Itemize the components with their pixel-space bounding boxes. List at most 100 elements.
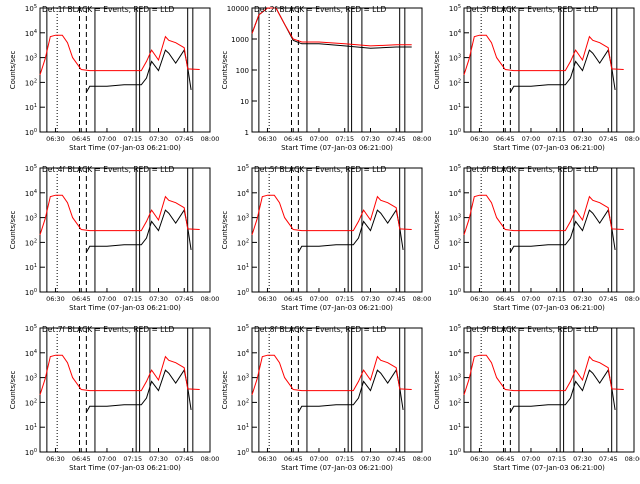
x-tick-label: 08:00 (201, 295, 220, 303)
y-tick-label: 105 (449, 164, 461, 173)
y-tick-label: 100 (25, 128, 37, 137)
y-tick-label: 104 (449, 29, 461, 38)
panel-det-2: 1 10 100 1000 10000 06:30 06:45 07:00 07:15 07:30… (221, 5, 431, 152)
x-tick-label: 06:45 (496, 455, 515, 463)
y-axis-label: Counts/sec (433, 371, 441, 410)
panel-title: Det 1f BLACK = Events, RED = LLD (42, 5, 175, 14)
series-line-events (85, 368, 192, 413)
y-tick-base: 10 (25, 165, 34, 173)
y-tick-exponent: 4 (34, 189, 37, 195)
plot-frame (251, 327, 423, 453)
y-tick-base: 10 (449, 424, 458, 432)
y-tick-exponent: 1 (34, 263, 37, 269)
y-tick-exponent: 2 (34, 238, 37, 244)
x-tick-label: 08:00 (625, 455, 640, 463)
y-tick-exponent: 4 (246, 349, 249, 355)
x-axis-label: Start Time (07-Jan-03 06:21:00) (69, 144, 181, 152)
y-tick-base: 10 (25, 264, 34, 272)
x-tick-label: 07:30 (361, 295, 380, 303)
x-tick-label: 07:45 (599, 135, 618, 143)
y-tick-label: 101 (449, 263, 461, 272)
y-tick-label: 103 (25, 54, 37, 63)
y-tick-label: 101 (449, 103, 461, 112)
series-line-events (509, 48, 616, 93)
y-axis-label: Counts/sec (221, 211, 229, 250)
y-tick-base: 10 (449, 289, 458, 297)
x-tick-label: 07:45 (175, 295, 194, 303)
y-tick-exponent: 5 (34, 4, 37, 10)
y-tick-exponent: 5 (246, 324, 249, 330)
y-tick-base: 10 (449, 55, 458, 63)
x-tick-label: 07:30 (149, 295, 168, 303)
y-tick-base: 10 (25, 5, 34, 13)
x-tick-label: 07:00 (310, 135, 329, 143)
x-tick-label: 07:30 (573, 295, 592, 303)
series-line-events (251, 7, 412, 49)
y-tick-base: 10 (237, 215, 246, 223)
y-tick-label: 105 (25, 4, 37, 13)
y-tick-label: 103 (449, 214, 461, 223)
y-tick-exponent: 2 (458, 238, 461, 244)
y-tick-exponent: 5 (246, 164, 249, 170)
y-tick-label: 102 (449, 238, 461, 247)
y-tick-base: 10 (237, 165, 246, 173)
x-tick-label: 08:00 (413, 135, 432, 143)
x-tick-label: 06:30 (258, 135, 277, 143)
x-tick-label: 06:45 (284, 455, 303, 463)
x-tick-label: 07:00 (522, 135, 541, 143)
y-tick-label: 105 (237, 164, 249, 173)
y-tick-label: 101 (25, 103, 37, 112)
x-tick-label: 07:30 (573, 135, 592, 143)
y-axis-label: Counts/sec (221, 371, 229, 410)
y-tick-exponent: 5 (458, 4, 461, 10)
x-tick-label: 08:00 (625, 295, 640, 303)
plot-frame (251, 167, 423, 293)
series-line-events (297, 368, 404, 413)
y-tick-base: 10 (25, 424, 34, 432)
y-tick-base: 10 (25, 104, 34, 112)
y-tick-base: 10 (449, 264, 458, 272)
x-tick-label: 07:15 (547, 135, 566, 143)
y-tick-exponent: 0 (458, 448, 461, 454)
y-tick-base: 10 (237, 399, 246, 407)
x-tick-label: 07:00 (98, 455, 117, 463)
y-tick-label: 103 (237, 374, 249, 383)
x-tick-label: 06:30 (258, 295, 277, 303)
y-axis-label: Counts/sec (221, 51, 229, 90)
series-line-lld (39, 194, 200, 236)
y-tick-exponent: 3 (34, 54, 37, 60)
x-axis-label: Start Time (07-Jan-03 06:21:00) (493, 144, 605, 152)
y-tick-label: 100 (25, 448, 37, 457)
x-tick-label: 07:15 (123, 295, 142, 303)
y-tick-base: 10 (237, 239, 246, 247)
x-tick-label: 07:00 (522, 295, 541, 303)
y-tick-base: 10 (25, 239, 34, 247)
y-tick-label: 102 (25, 398, 37, 407)
x-tick-label: 07:30 (573, 455, 592, 463)
y-tick-base: 10 (237, 375, 246, 383)
series-line-lld (251, 7, 412, 47)
y-tick-exponent: 5 (34, 164, 37, 170)
y-tick-label: 100 (236, 67, 249, 75)
y-tick-label: 100 (25, 288, 37, 297)
y-tick-exponent: 0 (458, 288, 461, 294)
series-line-lld (463, 354, 624, 396)
series-line-events (85, 48, 192, 93)
y-tick-label: 100 (237, 288, 249, 297)
y-tick-base: 10 (25, 129, 34, 137)
y-tick-label: 100 (449, 288, 461, 297)
y-tick-exponent: 1 (246, 263, 249, 269)
x-tick-label: 07:15 (547, 455, 566, 463)
x-axis-label: Start Time (07-Jan-03 06:21:00) (69, 304, 181, 312)
y-axis-label: Counts/sec (9, 211, 17, 250)
y-tick-label: 105 (237, 324, 249, 333)
y-tick-label: 1000 (231, 36, 249, 44)
plot-frame (251, 7, 423, 133)
panel-title: Det 5f BLACK = Events, RED = LLD (254, 165, 387, 174)
y-tick-label: 104 (25, 189, 37, 198)
